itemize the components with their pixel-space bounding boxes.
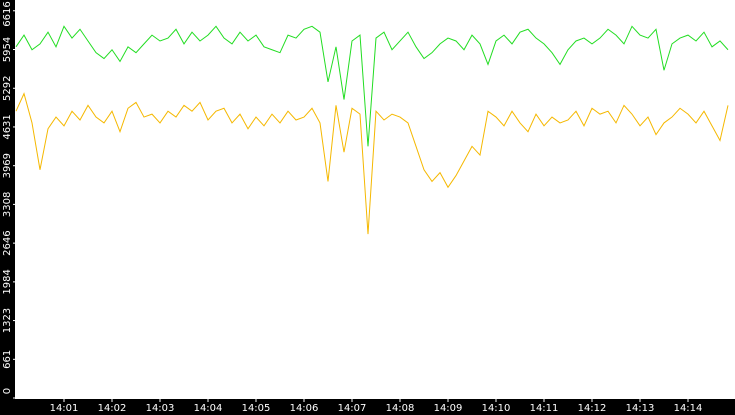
x-tick-label: 14:08	[386, 403, 415, 414]
x-tick-label: 14:01	[50, 403, 79, 414]
x-tick-label: 14:12	[578, 403, 607, 414]
y-tick-label: 3969	[2, 153, 13, 178]
y-tick-label: 3308	[2, 192, 13, 217]
y-tick-label: 4631	[2, 114, 13, 139]
y-tick-label: 2646	[2, 230, 13, 255]
x-tick-label: 14:14	[674, 403, 703, 414]
y-tick-label: 1323	[2, 308, 13, 333]
x-tick-label: 14:05	[242, 403, 271, 414]
y-tick-label: 5954	[2, 37, 13, 62]
x-axis-band	[0, 399, 735, 415]
x-tick-label: 14:04	[194, 403, 223, 414]
x-tick-label: 14:03	[146, 403, 175, 414]
x-tick-label: 14:10	[482, 403, 511, 414]
y-axis-band	[0, 0, 15, 415]
y-tick-label: 661	[2, 350, 13, 369]
y-tick-label: 0	[2, 388, 13, 394]
x-tick-label: 14:11	[530, 403, 559, 414]
y-tick-label: 6616	[2, 1, 13, 26]
x-tick-label: 14:06	[290, 403, 319, 414]
x-tick-label: 14:09	[434, 403, 463, 414]
x-tick-label: 14:02	[98, 403, 127, 414]
x-tick-label: 14:07	[338, 403, 367, 414]
series-line	[15, 92, 729, 235]
series-line	[15, 25, 729, 147]
y-tick-label: 5292	[2, 76, 13, 101]
x-tick-label: 14:13	[626, 403, 655, 414]
y-tick-label: 1984	[2, 269, 13, 294]
